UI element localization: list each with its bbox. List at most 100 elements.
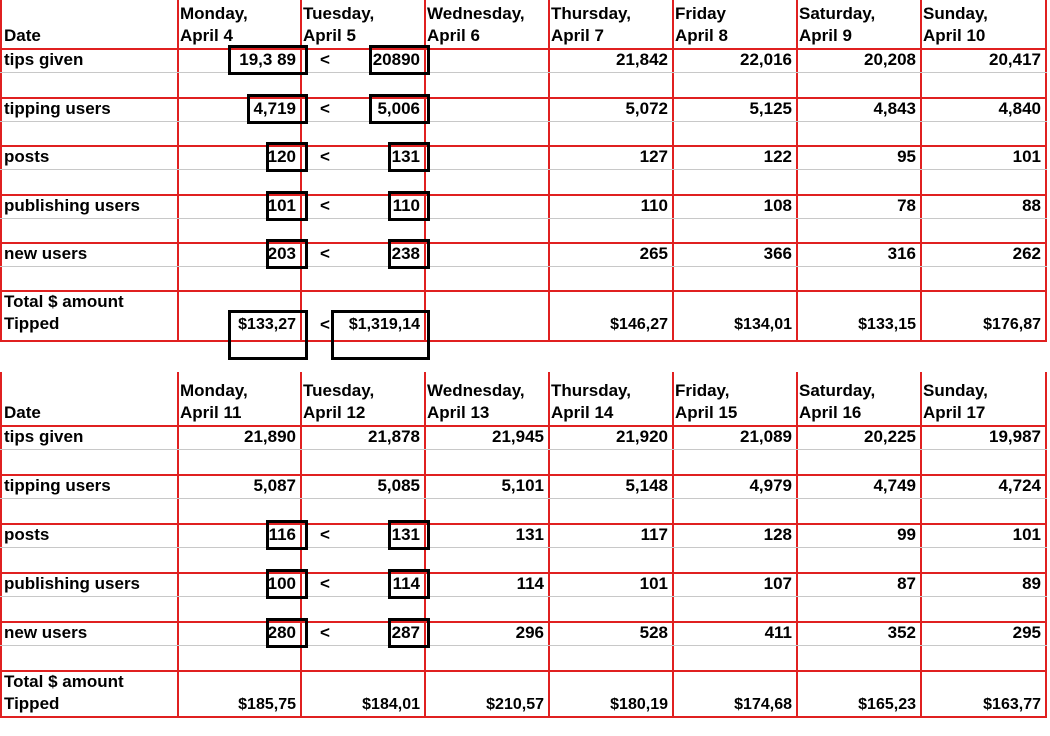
cell-value: 316 [887,244,916,263]
header-cell: Friday, [675,381,730,400]
cell-value: 21,945 [492,427,544,446]
row-line [0,474,1047,476]
cell-value: $133,15 [858,316,916,333]
row-line [0,48,1047,50]
row-label: Total $ amount [4,672,124,691]
column-line [1045,0,1047,340]
cell-value: 101 [1012,147,1041,166]
cell-value: 131 [391,147,420,166]
column-line [548,372,550,716]
row-line [0,97,1047,99]
column-line [1045,372,1047,716]
header-cell: April 4 [180,26,233,45]
header-cell: April 12 [303,403,366,422]
cell-value: 296 [515,623,544,642]
cell-value: 107 [763,574,792,593]
highlight-box [227,310,308,360]
row-label: tipping users [4,99,111,118]
cell-value: 4,719 [253,99,296,118]
row-line [0,425,1047,427]
column-line [0,0,2,340]
cell-value: $180,19 [610,696,668,713]
comparison: < [320,147,330,166]
cell-value: 114 [392,574,420,593]
cell-value: $185,75 [238,696,296,713]
highlight-box [387,191,430,221]
cell-value: 122 [763,147,792,166]
header-cell: April 13 [427,403,490,422]
cell-value: $184,01 [362,696,420,713]
cell-value: 262 [1012,244,1041,263]
row-label: publishing users [4,196,141,215]
cell-value: 95 [897,147,916,166]
header-cell: Sunday, [923,4,988,23]
cell-value: $176,87 [983,316,1041,333]
cell-value: $174,68 [734,696,792,713]
cell-value: 203 [267,244,296,263]
row-line [0,572,1047,574]
cell-value: 352 [887,623,916,642]
cell-value: 110 [640,196,668,215]
header-cell: April 9 [799,26,852,45]
column-line [796,0,798,340]
cell-value: 100 [267,574,296,593]
row-label: Total $ amount [4,292,124,311]
column-line [177,0,179,340]
cell-value: 101 [639,574,668,593]
row-label: new users [4,244,88,263]
highlight-box [330,310,430,360]
header-cell: April 17 [923,403,986,422]
cell-value: 131 [515,525,544,544]
header-cell: Tuesday, [303,381,375,400]
cell-value: 5,087 [253,476,296,495]
spacer-line [0,547,1047,548]
cell-value: 4,843 [873,99,916,118]
cell-value: 110 [392,196,420,215]
row-line [0,716,1047,718]
spacer-line [0,121,1047,122]
cell-value: 528 [639,623,668,642]
row-line [0,523,1047,525]
cell-value: 114 [516,574,544,593]
spacer-line [0,266,1047,267]
highlight-box [387,239,430,269]
header-cell: Friday [675,4,727,23]
column-line [920,0,922,340]
header-cell: April 8 [675,26,728,45]
highlight-box [227,45,308,75]
cell-value: 87 [897,574,916,593]
cell-value: 4,724 [998,476,1041,495]
row-label: tips given [4,427,84,446]
comparison: < [320,196,330,215]
header-cell: April 16 [799,403,862,422]
comparison: < [320,99,330,118]
cell-value: $1,319,14 [348,316,420,333]
cell-value: 88 [1022,196,1041,215]
cell-value: 5,125 [749,99,792,118]
row-line [0,194,1047,196]
cell-value: 19,987 [989,427,1041,446]
row-label: tipping users [4,476,111,495]
highlight-box [387,618,430,648]
cell-value: 20890 [372,50,420,69]
header-cell: Saturday, [799,381,876,400]
header-cell: Thursday, [551,4,631,23]
highlight-box [387,520,430,550]
cell-value: 117 [640,525,668,544]
cell-value: 5,148 [625,476,668,495]
column-line [548,0,550,340]
spacer-line [0,218,1047,219]
row-label: posts [4,525,50,544]
cell-value: 280 [267,623,296,642]
cell-value: 411 [764,623,792,642]
header-cell: Wednesday, [427,381,525,400]
highlight-box [368,45,430,75]
row-line [0,340,1047,342]
highlight-box [265,569,308,599]
cell-value: 21,089 [740,427,792,446]
header-cell: Thursday, [551,381,631,400]
comparison: < [320,623,330,642]
cell-value: 108 [763,196,792,215]
cell-value: 20,417 [989,50,1041,69]
row-label: Tipped [4,694,60,713]
